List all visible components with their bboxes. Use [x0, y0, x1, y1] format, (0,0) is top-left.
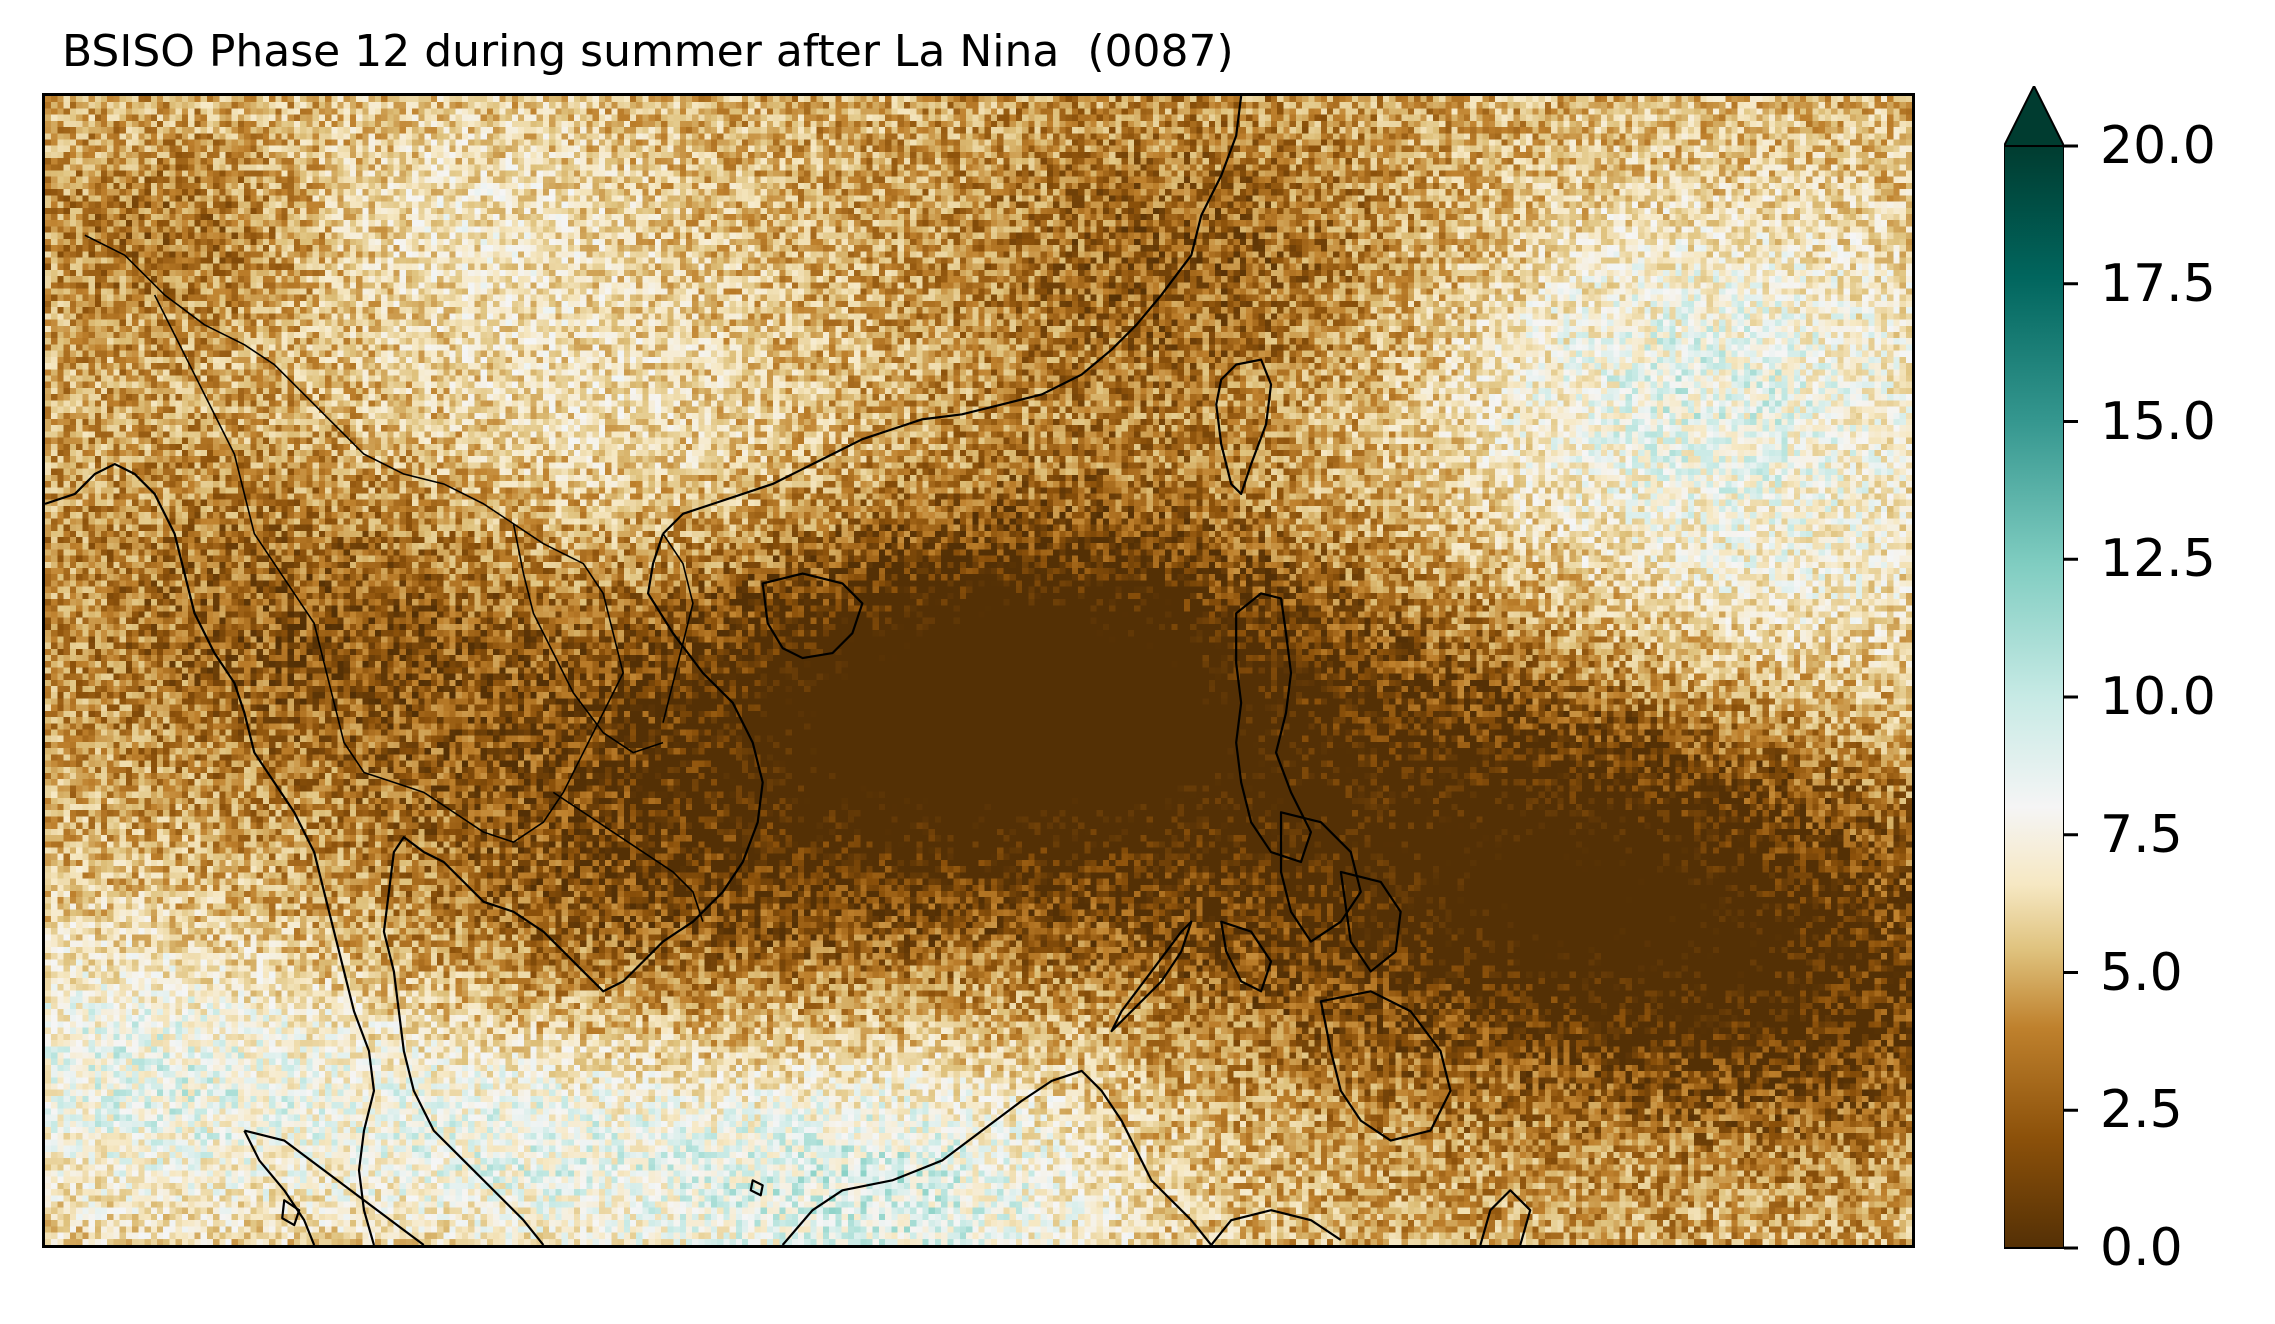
colorbar-tick-label: 5.0 — [2100, 942, 2183, 1003]
luzon-island — [1235, 592, 1313, 864]
hainan-island — [761, 572, 864, 660]
colorbar-tick-label: 10.0 — [2100, 667, 2216, 727]
coastline-overlay — [45, 96, 1532, 1245]
sulawesi-coast — [1210, 1209, 1342, 1245]
colorbar-gradient — [2004, 145, 2064, 1249]
map-panel — [42, 93, 1915, 1248]
colorbar-tick-marks — [2064, 144, 2078, 1250]
borneo-coast — [781, 1069, 1213, 1245]
colorbar-tick-label: 20.0 — [2100, 116, 2216, 176]
andaman-coast — [45, 462, 376, 1245]
mindanao-island — [1319, 990, 1452, 1142]
colorbar — [2004, 86, 2064, 1249]
country-borders — [84, 234, 624, 843]
sumatra-coast — [244, 1129, 425, 1245]
vietnam-coastline — [642, 533, 764, 963]
precipitation-field — [45, 96, 1912, 1245]
taiwan-island — [1215, 358, 1273, 496]
colorbar-tick-label: 17.5 — [2100, 253, 2216, 314]
colorbar-tick-label: 15.0 — [2100, 391, 2216, 452]
gulf-thailand-coast — [382, 836, 644, 1245]
palawan-island — [1110, 920, 1193, 1033]
colorbar-tick-label: 0.0 — [2100, 1218, 2183, 1278]
china-coastline — [662, 96, 1243, 535]
visayas-islands — [1279, 811, 1362, 943]
colorbar-extend-arrow — [2004, 86, 2064, 147]
map-title: BSISO Phase 12 during summer after La Ni… — [62, 26, 1234, 77]
colorbar-tick-label: 7.5 — [2100, 804, 2183, 865]
colorbar-tick-label: 12.5 — [2100, 529, 2216, 590]
colorbar-tick-label: 2.5 — [2100, 1080, 2183, 1141]
